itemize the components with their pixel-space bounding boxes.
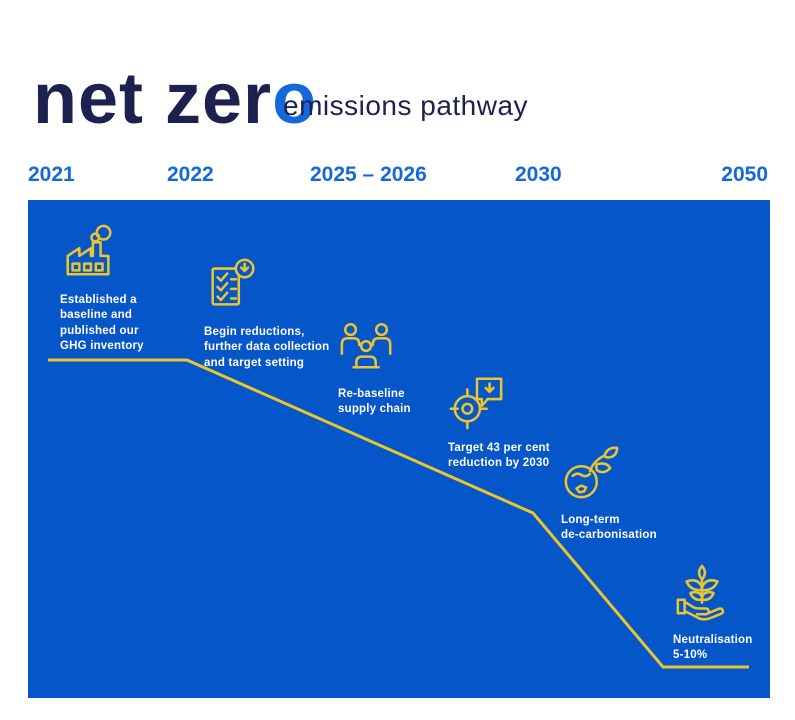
team-icon [340,323,392,369]
year-label-2022: 2022 [167,163,214,186]
timeline-years: 2021 2022 2025 – 2026 2030 2050 [0,163,795,189]
milestone-baseline: Established a baseline and published our… [60,224,218,354]
milestone-label: Target 43 per cent reduction by 2030 [448,442,550,470]
title-accent-o: o [272,59,318,140]
milestone-target-2030: Target 43 per cent reduction by 2030 [448,372,606,472]
milestone-long-term-decarbonisation: Long-term de-carbonisation [561,444,719,544]
milestone-label: Re-baseline supply chain [338,388,411,416]
checklist-download-icon [211,258,255,306]
page-subtitle: emissions pathway [283,90,529,121]
page-title: net zero [33,59,318,140]
milestone-label: Long-term de-carbonisation [561,514,657,542]
target-download-icon [449,377,503,430]
year-label-2050: 2050 [721,163,768,186]
milestone-label: Neutralisation 5-10% [673,634,753,662]
year-label-2021: 2021 [28,163,75,186]
pathway-panel: Established a baseline and published our… [28,200,770,698]
hand-plant-icon [676,564,725,621]
year-label-2030: 2030 [515,163,562,186]
title-main: net zer [33,59,273,140]
year-label-2025-2026: 2025 – 2026 [310,163,427,186]
milestone-label: Established a baseline and published our… [60,294,144,352]
globe-leaf-icon [564,446,619,499]
milestone-begin-reductions: Begin reductions, further data collectio… [204,256,362,371]
milestone-neutralisation: Neutralisation 5-10% [673,564,795,664]
milestone-label: Begin reductions, further data collectio… [204,326,330,369]
pathway-line [48,358,749,669]
factory-icon [66,224,112,276]
milestone-rebaseline-supply-chain: Re-baseline supply chain [338,318,496,418]
